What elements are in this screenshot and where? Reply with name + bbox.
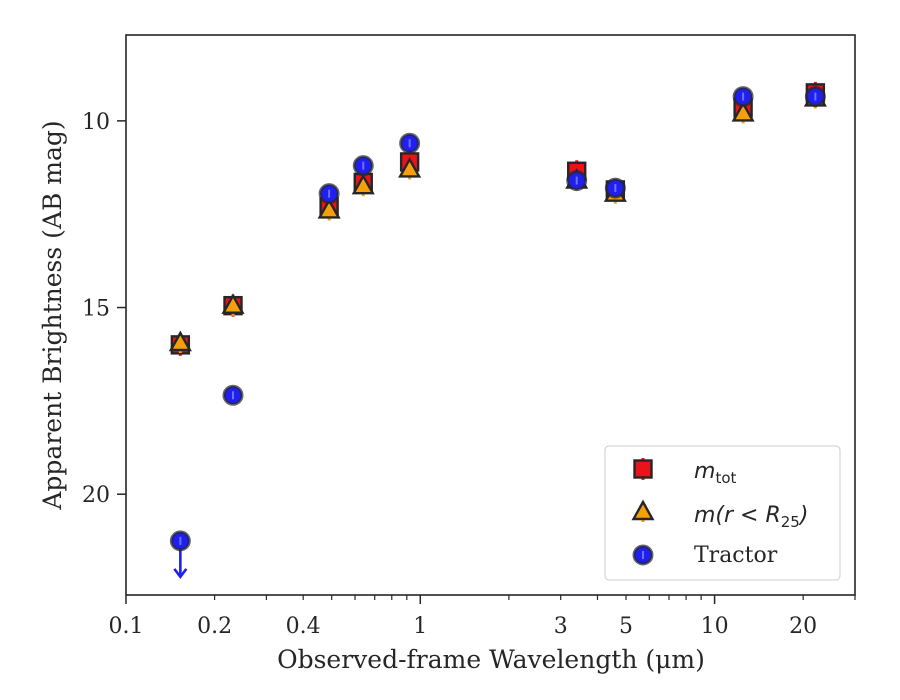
tractor-point (399, 132, 421, 154)
triangle-marker (351, 173, 375, 195)
triangle-marker (731, 100, 755, 122)
x-tick-label: 5 (619, 614, 633, 639)
legend-marker-mtot (633, 458, 653, 480)
tractor-point (318, 183, 340, 205)
legend-label-mtot: mtot (694, 459, 736, 487)
tractor-point (169, 530, 191, 552)
series-circle (169, 86, 826, 580)
x-axis-title: Observed-frame Wavelength (μm) (277, 645, 705, 674)
legend-r25-pre: m(r < R (694, 503, 781, 528)
legend-box (604, 445, 841, 581)
tractor-point (352, 155, 374, 177)
legend-mtot-base: m (694, 459, 715, 484)
triangle-marker (631, 499, 655, 521)
y-axis-title: Apparent Brightness (AB mag) (38, 120, 67, 510)
x-tick-label: 10 (701, 614, 729, 639)
tractor-point (804, 86, 826, 108)
series-layer (168, 81, 827, 580)
tractor-point (604, 177, 626, 199)
legend-mtot-sub: tot (715, 469, 736, 487)
triangle-marker (221, 293, 245, 314)
tractor-point (732, 86, 754, 108)
legend: mtot m(r < R25) Tractor (604, 445, 841, 581)
x-tick-label: 1 (413, 614, 427, 639)
x-tick-label: 3 (554, 614, 568, 639)
x-tick-label: 0.1 (109, 614, 144, 639)
legend-markers (631, 458, 655, 566)
y-tick-label: 20 (82, 483, 110, 508)
ticks-layer: 0.1 0.2 0.4 1 3 5 10 20 10 15 20 (82, 110, 856, 639)
y-tick-label: 10 (82, 110, 110, 135)
triangle-marker (317, 198, 341, 219)
triangle-marker (168, 330, 192, 352)
square-marker (633, 459, 653, 479)
legend-marker-tractor (632, 544, 654, 566)
y-tick-label: 15 (82, 297, 110, 322)
legend-label-tractor: Tractor (694, 543, 778, 568)
x-tick-label: 0.4 (286, 614, 321, 639)
r25-point (351, 173, 375, 197)
tractor-point (566, 170, 588, 192)
legend-r25-post: ) (798, 503, 809, 528)
tractor-point (222, 384, 244, 406)
r25-point (168, 330, 192, 353)
r25-point (398, 156, 422, 180)
x-tick-label: 0.2 (197, 614, 232, 639)
x-tick-label: 20 (789, 614, 817, 639)
triangle-marker (398, 156, 422, 178)
plot-frame (125, 34, 856, 596)
legend-marker-r25 (631, 499, 655, 522)
legend-label-r25: m(r < R25) (694, 503, 808, 531)
r25-point (221, 293, 245, 316)
arrow-head (173, 568, 188, 580)
legend-r25-sub: 25 (781, 513, 800, 531)
